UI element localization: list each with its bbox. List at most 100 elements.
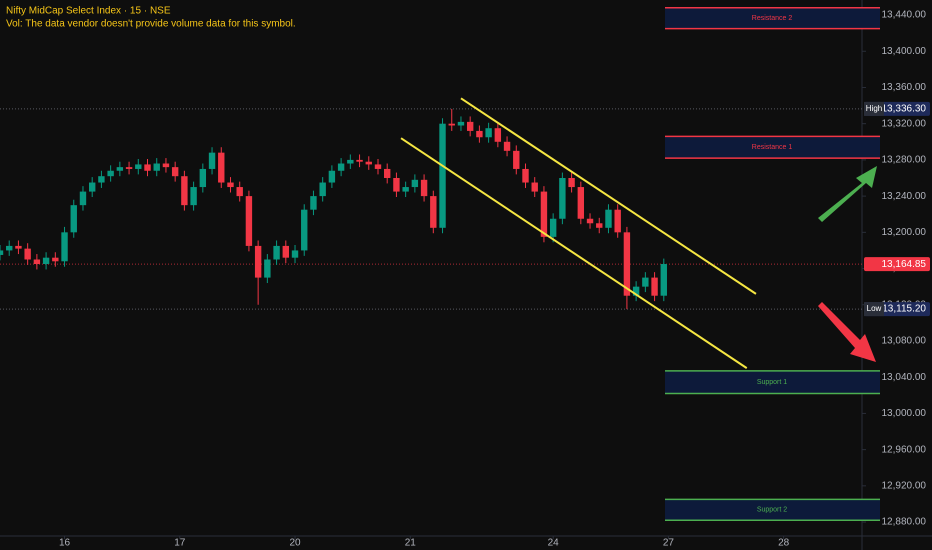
candle-body — [190, 187, 197, 206]
candle-body — [328, 170, 336, 183]
price-tag-value: 13,336.30 — [882, 104, 927, 115]
y-tick-label: 13,440.00 — [882, 10, 927, 21]
candle-body — [586, 218, 594, 224]
candle-body — [568, 178, 575, 188]
zone — [665, 136, 880, 159]
candle-body — [6, 245, 13, 251]
candle-body — [347, 159, 354, 164]
x-tick-label: 27 — [663, 538, 675, 549]
zone — [665, 499, 880, 521]
y-tick-label: 13,400.00 — [882, 46, 927, 57]
candle-body — [181, 176, 188, 206]
up-arrow — [818, 166, 877, 222]
candle-body — [457, 121, 465, 126]
candle-body — [199, 168, 207, 188]
candle-body — [540, 191, 548, 237]
candle-body — [135, 164, 142, 169]
candle-body — [559, 178, 566, 219]
candle-body — [208, 152, 216, 169]
candle-body — [522, 168, 529, 183]
candle-body — [485, 128, 492, 138]
down-arrow — [818, 302, 876, 362]
candle-body — [411, 179, 419, 188]
y-tick-label: 13,080.00 — [882, 336, 927, 347]
candle-body — [356, 159, 363, 162]
candle-body — [531, 182, 538, 192]
candle-body — [0, 250, 4, 255]
candle-body — [88, 182, 96, 192]
candle-body — [218, 152, 225, 183]
plot: Resistance 2 Resistance 1 Support 1 Support… — [0, 7, 880, 539]
candle-body — [254, 245, 262, 278]
candle-body — [42, 257, 50, 265]
x-tick-label: 21 — [405, 538, 417, 549]
y-tick-label: 13,280.00 — [882, 155, 927, 166]
zone-label: Support 1 — [757, 379, 787, 386]
candle-body — [52, 257, 59, 262]
candle-body — [393, 178, 400, 192]
candle-body — [264, 259, 271, 278]
candle-body — [420, 179, 428, 197]
x-tick-label: 16 — [59, 538, 71, 549]
candle-body — [24, 248, 31, 260]
candle-body — [337, 163, 345, 171]
trendline — [460, 97, 757, 295]
candle-body — [153, 163, 160, 171]
candle-body — [448, 123, 455, 126]
zone-label: Resistance 2 — [752, 15, 793, 22]
price-tag-value: 13,115.20 — [882, 304, 926, 315]
candle-body — [61, 232, 68, 262]
candle-body — [577, 187, 585, 219]
candle-body — [384, 168, 391, 179]
candle-body — [439, 123, 446, 228]
candle-body — [79, 191, 87, 206]
candle-body — [614, 209, 621, 233]
price-tag-value: 13,164.85 — [882, 259, 927, 270]
candle-body — [660, 264, 667, 296]
candle-body — [125, 167, 133, 169]
candle-body — [291, 250, 299, 258]
zone — [665, 370, 880, 394]
candle-body — [549, 218, 557, 237]
candle-body — [402, 187, 409, 192]
x-tick-label: 24 — [548, 538, 560, 549]
candle-body — [596, 223, 603, 228]
x-tick-label: 20 — [289, 538, 301, 549]
x-tick-label: 17 — [174, 538, 186, 549]
candle-body — [107, 170, 114, 177]
candle-body — [623, 232, 631, 296]
candle-body — [365, 161, 372, 165]
candle-body — [273, 245, 280, 260]
price-tag-label-box — [864, 302, 884, 317]
candle-body — [236, 187, 243, 197]
candle-body — [245, 196, 253, 246]
candle-body — [171, 167, 179, 177]
zone-label: Resistance 1 — [752, 144, 793, 151]
candle-body — [310, 196, 317, 210]
y-tick-label: 12,920.00 — [882, 480, 927, 491]
y-tick-label: 13,320.00 — [882, 118, 927, 129]
candle-body — [116, 167, 124, 171]
candle-body — [33, 259, 41, 265]
price-tag-label: High — [866, 104, 882, 113]
candle-body — [15, 245, 22, 249]
candle-body — [503, 141, 511, 151]
candle-body — [494, 128, 502, 142]
price-tag-label: Low — [867, 304, 882, 313]
candle-body — [144, 164, 151, 171]
zone-label: Support 2 — [757, 507, 787, 514]
price-tag-label-box — [864, 101, 884, 116]
y-tick-label: 13,240.00 — [882, 191, 927, 202]
chart-title: Nifty MidCap Select Index · 15 · NSE — [6, 6, 171, 17]
candle-body — [162, 163, 170, 168]
candle-body — [98, 176, 105, 183]
candle-body — [70, 205, 77, 233]
candle-body — [319, 182, 326, 197]
candle-body — [476, 130, 483, 138]
candle-body — [301, 209, 308, 251]
candle-body — [605, 209, 612, 228]
trendline — [400, 137, 748, 369]
chart-subtitle: Vol: The data vendor doesn't provide vol… — [6, 19, 296, 30]
